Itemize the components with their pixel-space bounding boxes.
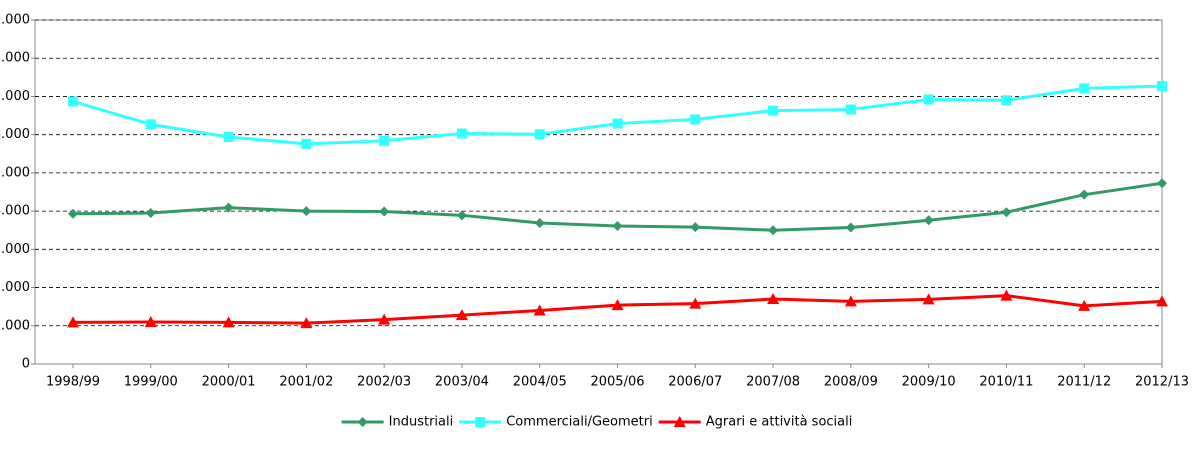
y-tick-label: 9.000 [0,13,30,28]
marker [923,94,934,105]
x-tick-label: 2005/06 [590,375,644,390]
marker [1079,83,1090,94]
marker [923,215,934,226]
y-tick-label: 8.000 [0,51,30,66]
x-tick-label: 2011/12 [1057,375,1111,390]
marker [690,222,701,233]
marker [68,208,78,219]
marker [1001,207,1012,218]
marker [455,309,468,321]
y-tick-label: 7.000 [0,89,30,104]
legend: Industriali Commerciali/Geometri Agrari e … [341,415,853,430]
marker [845,222,856,233]
marker [1000,289,1013,301]
marker [845,104,856,115]
marker [1079,189,1090,200]
x-tick-label: 2002/03 [357,375,411,390]
marker [768,225,779,236]
marker [223,202,234,213]
marker [1157,81,1167,92]
y-tick-label: 1.000 [0,318,30,333]
marker [456,128,467,139]
x-tick-label: 1998/99 [46,375,100,390]
marker [767,293,780,305]
x-tick-label: 2000/01 [202,375,256,390]
marker [379,135,390,146]
marker [301,206,312,217]
marker [534,217,545,228]
y-tick-label: 3.000 [0,242,30,257]
x-tick-label: 2008/09 [824,375,878,390]
marker [922,293,935,305]
marker [300,317,313,329]
marker [533,304,546,316]
x-tick-label: 2006/07 [668,375,722,390]
x-tick-label: 2001/02 [279,375,333,390]
marker [475,417,486,427]
x-tick-label: 2009/10 [902,375,956,390]
marker [1156,295,1168,307]
marker [1001,95,1012,106]
marker [673,416,686,427]
x-tick-label: 2003/04 [435,375,489,390]
y-tick-label: 0 [22,357,30,372]
marker [690,114,701,125]
marker [534,129,545,140]
marker [223,131,234,142]
x-tick-label: 2010/11 [979,375,1033,390]
marker [68,96,78,107]
marker [144,315,157,327]
x-tick-label: 2012/13 [1135,375,1189,390]
marker [689,297,702,309]
y-tick-label: 2.000 [0,280,30,295]
marker [1157,178,1167,189]
marker [145,208,156,219]
y-tick-label: 6.000 [0,127,30,142]
y-tick-label: 5.000 [0,165,30,180]
marker [67,316,79,328]
marker [145,119,156,130]
marker [612,221,623,232]
legend-label: Commerciali/Geometri [506,415,653,430]
marker [1078,299,1091,311]
marker [379,206,390,217]
marker [611,299,624,311]
plot-area [34,19,1163,365]
marker [768,105,779,116]
legend-label: Agrari e attività sociali [706,415,853,430]
x-tick-label: 2007/08 [746,375,800,390]
marker [222,316,235,328]
marker [301,138,312,149]
legend-label: Industriali [389,415,454,430]
marker [612,118,623,129]
x-tick-label: 2004/05 [513,375,567,390]
marker [844,295,857,307]
x-tick-label: 1999/00 [124,375,178,390]
marker [378,313,391,325]
marker [357,417,368,427]
marker [456,210,467,221]
y-tick-label: 4.000 [0,204,30,219]
